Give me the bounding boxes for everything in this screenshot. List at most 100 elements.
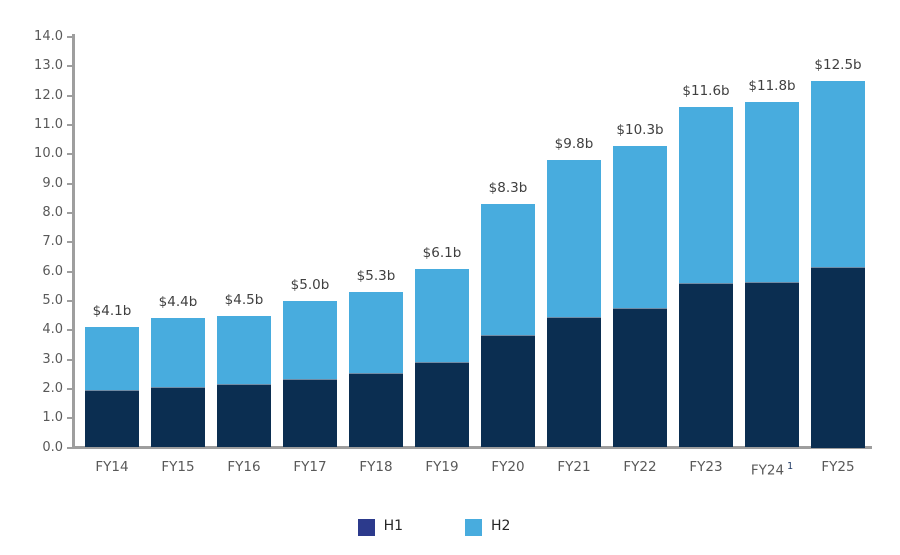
bar-segment-h2	[679, 107, 733, 284]
y-tick-label: 3.0	[42, 351, 63, 367]
y-tick-mark	[67, 358, 73, 361]
legend-label: H1	[383, 518, 403, 534]
bar-fy16	[217, 315, 271, 448]
data-label: $11.6b	[682, 83, 730, 100]
bar-segment-h1	[217, 384, 271, 448]
data-label: $4.5b	[224, 291, 264, 308]
data-label: $4.4b	[158, 294, 198, 311]
bar-segment-h2	[547, 160, 601, 318]
x-axis-line	[72, 446, 872, 449]
data-label: $12.5b	[814, 57, 862, 73]
data-label: $10.3b	[616, 121, 664, 138]
x-tick-label: FY14	[95, 459, 129, 475]
data-label: $4.1b	[92, 303, 132, 320]
x-tick-label: FY23	[689, 459, 723, 475]
bar-fy18	[349, 292, 403, 448]
bar-fy14	[85, 327, 139, 448]
data-label: $11.8b	[748, 77, 796, 94]
x-tick-label: FY21	[557, 459, 591, 475]
y-tick-label: 5.0	[42, 292, 63, 308]
y-tick-label: 8.0	[42, 204, 63, 220]
y-tick-label: 2.0	[42, 380, 63, 396]
y-tick-label: 12.0	[34, 87, 63, 103]
bar-segment-h1	[547, 317, 601, 448]
x-tick-label: FY17	[293, 459, 327, 475]
y-tick-label: 4.0	[42, 322, 63, 338]
legend: H1 H2	[0, 517, 884, 536]
y-tick-label: 1.0	[42, 410, 63, 426]
data-label: $5.3b	[356, 268, 396, 285]
bar-fy19	[415, 268, 469, 448]
y-tick-mark	[67, 65, 73, 68]
y-tick-label: 7.0	[42, 234, 63, 250]
bar-fy23	[679, 107, 733, 448]
y-tick-mark	[67, 94, 73, 97]
y-tick-mark	[67, 417, 73, 420]
legend-swatch-h2	[465, 518, 482, 536]
y-tick-mark	[67, 153, 73, 156]
bar-segment-h1	[679, 283, 733, 448]
y-tick-mark	[67, 36, 73, 39]
bar-segment-h1	[481, 334, 535, 448]
bar-segment-h2	[283, 300, 337, 379]
data-label: $9.8b	[554, 136, 594, 153]
bar-segment-h2	[613, 145, 667, 309]
bar-segment-h2	[85, 327, 139, 391]
bar-segment-h2	[151, 318, 205, 388]
y-tick-label: 9.0	[42, 175, 63, 191]
y-tick-mark	[67, 270, 73, 273]
bar-fy25	[811, 81, 865, 448]
x-tick-label: FY15	[161, 459, 195, 475]
bar-segment-h1	[745, 281, 799, 448]
y-tick-label: 6.0	[42, 263, 63, 279]
bar-fy17	[283, 300, 337, 448]
bar-fy22	[613, 145, 667, 448]
y-axis-line	[72, 34, 75, 448]
x-tick-label: FY20	[491, 459, 525, 475]
legend-item-h1: H1	[357, 517, 403, 536]
bar-fy21	[547, 160, 601, 448]
bar-segment-h2	[811, 81, 865, 268]
y-tick-mark	[67, 387, 73, 390]
data-label: $5.0b	[290, 276, 330, 293]
y-tick-label: 10.0	[34, 146, 63, 162]
bar-segment-h2	[349, 292, 403, 373]
bar-fy15	[151, 318, 205, 448]
x-tick-label: FY19	[425, 459, 459, 475]
bar-segment-h1	[151, 387, 205, 448]
y-tick-label: 0.0	[42, 439, 63, 455]
bar-segment-h1	[415, 362, 469, 448]
bar-segment-h1	[349, 372, 403, 448]
y-tick-mark	[67, 329, 73, 332]
y-tick-label: 11.0	[34, 116, 63, 132]
y-tick-mark	[67, 123, 73, 126]
legend-swatch-h1	[357, 518, 375, 536]
bar-segment-h2	[481, 204, 535, 335]
footnote-marker: 1	[787, 461, 794, 472]
x-tick-label: FY16	[227, 459, 261, 475]
bar-segment-h1	[85, 390, 139, 448]
y-tick-mark	[67, 299, 73, 302]
data-label: $8.3b	[488, 180, 528, 197]
x-tick-label: FY22	[623, 459, 657, 475]
bar-segment-h1	[613, 308, 667, 448]
y-tick-mark	[67, 241, 73, 244]
bar-segment-h1	[811, 267, 865, 448]
bar-segment-h1	[283, 378, 337, 448]
legend-label: H2	[491, 518, 511, 534]
bar-segment-h2	[745, 101, 799, 282]
x-tick-label: FY18	[359, 459, 393, 475]
bar-fy24	[745, 101, 799, 448]
x-tick-label: FY25	[821, 459, 855, 475]
y-tick-label: 13.0	[34, 58, 63, 74]
x-tick-label: FY24 1	[750, 461, 794, 479]
y-tick-mark	[67, 446, 73, 449]
bar-segment-h2	[217, 315, 271, 385]
legend-item-h2: H2	[465, 517, 510, 536]
bar-fy20	[481, 204, 535, 448]
bar-segment-h2	[415, 268, 469, 363]
y-tick-mark	[67, 182, 73, 185]
data-label: $6.1b	[422, 244, 462, 261]
y-tick-mark	[67, 211, 73, 214]
